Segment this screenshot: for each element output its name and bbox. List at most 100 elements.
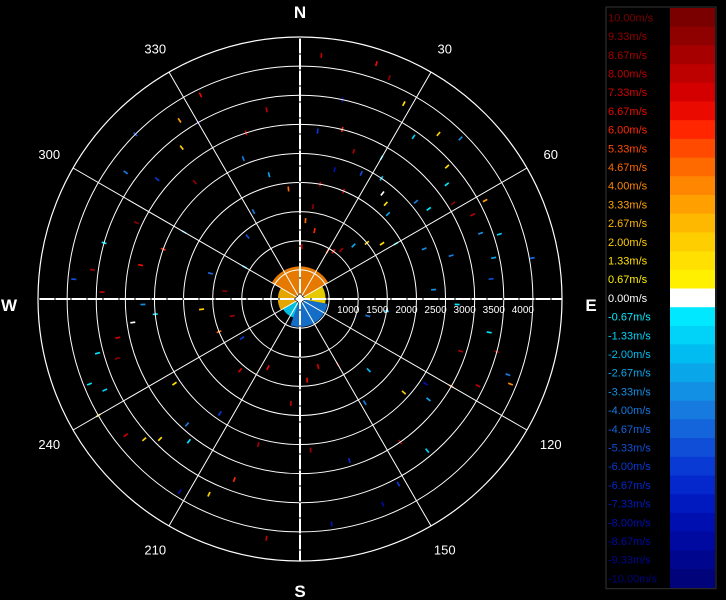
echo-bin-95 xyxy=(133,220,140,225)
legend-swatch-8 xyxy=(670,157,715,177)
bearing-label-60: 60 xyxy=(543,147,557,162)
spoke-120 xyxy=(299,298,528,431)
echo-bin-24 xyxy=(496,232,502,236)
echo-bin-116 xyxy=(245,234,250,240)
legend-swatch-30 xyxy=(670,569,715,588)
legend-label-5: 6.67m/s xyxy=(608,106,648,118)
echo-bin-82 xyxy=(86,382,93,386)
echo-bin-62 xyxy=(362,400,367,406)
echo-bin-104 xyxy=(198,92,203,98)
echo-bin-33 xyxy=(351,243,356,248)
echo-bin-71 xyxy=(207,491,211,497)
legend-label-14: 0.67m/s xyxy=(608,274,648,286)
bearing-label-30: 30 xyxy=(438,41,452,56)
legend-swatch-2 xyxy=(670,45,715,65)
spoke-210 xyxy=(168,298,301,527)
echo-bin-22 xyxy=(470,212,476,217)
echo-bin-49 xyxy=(457,349,464,353)
legend-label-23: -5.33m/s xyxy=(608,442,651,454)
range-label-4000: 4000 xyxy=(512,305,535,316)
range-label-2500: 2500 xyxy=(424,305,447,316)
spoke-60 xyxy=(299,167,528,300)
echo-bin-118 xyxy=(266,364,270,371)
echo-bin-54 xyxy=(401,390,407,395)
echo-bin-77 xyxy=(141,436,147,442)
echo-bin-53 xyxy=(425,397,431,402)
echo-bin-11 xyxy=(352,148,356,154)
legend-label-16: -0.67m/s xyxy=(608,312,651,324)
spoke-330 xyxy=(168,71,301,300)
range-label-1000: 1000 xyxy=(337,305,360,316)
legend-label-3: 8.00m/s xyxy=(608,68,648,80)
legend-swatch-1 xyxy=(670,26,715,46)
echo-bin-79 xyxy=(171,381,178,386)
echo-bin-81 xyxy=(102,388,108,392)
legend-label-8: 4.67m/s xyxy=(608,162,648,174)
legend-swatch-14 xyxy=(670,269,715,289)
cardinal-e: E xyxy=(585,296,596,315)
legend-label-25: -6.67m/s xyxy=(608,480,651,492)
legend-swatch-21 xyxy=(670,400,715,420)
legend-swatch-28 xyxy=(670,531,715,551)
echo-bin-119 xyxy=(237,367,243,373)
echo-bin-1 xyxy=(374,61,379,67)
legend-swatch-24 xyxy=(670,456,715,476)
legend-swatch-0 xyxy=(670,8,715,27)
echo-bin-75 xyxy=(184,422,190,427)
spoke-150 xyxy=(299,298,432,527)
echo-bin-78 xyxy=(123,433,129,438)
legend-label-18: -2.00m/s xyxy=(608,349,651,361)
legend-swatch-27 xyxy=(670,512,715,532)
echo-bin-120 xyxy=(239,335,245,341)
legend-label-20: -3.33m/s xyxy=(608,386,651,398)
echo-bin-6 xyxy=(458,136,463,141)
echo-bin-98 xyxy=(154,176,160,182)
legend-swatch-6 xyxy=(670,120,715,140)
range-label-3500: 3500 xyxy=(483,305,506,316)
echo-bin-48 xyxy=(507,382,514,386)
cardinal-s: S xyxy=(294,582,305,600)
legend-swatch-22 xyxy=(670,419,715,439)
echo-bin-70 xyxy=(232,476,236,483)
legend-label-27: -8.00m/s xyxy=(608,517,651,529)
cardinal-n: N xyxy=(294,3,306,22)
echo-bin-47 xyxy=(505,373,511,377)
radar-site-marker xyxy=(297,296,303,302)
legend-label-7: 5.33m/s xyxy=(608,143,648,155)
echo-bin-8 xyxy=(444,182,450,187)
echo-bin-34 xyxy=(338,247,344,253)
echo-bin-5 xyxy=(436,131,441,137)
legend-swatch-26 xyxy=(670,494,715,514)
bearing-label-300: 300 xyxy=(38,147,60,162)
bearing-label-240: 240 xyxy=(38,437,60,452)
legend-swatch-25 xyxy=(670,475,715,495)
spoke-300 xyxy=(72,167,301,300)
echo-bin-15 xyxy=(380,190,385,196)
bearing-label-120: 120 xyxy=(540,437,562,452)
echo-bin-83 xyxy=(114,356,120,360)
legend-label-15: 0.00m/s xyxy=(608,293,648,305)
echo-bin-20 xyxy=(450,201,456,206)
legend-swatch-5 xyxy=(670,101,715,121)
legend-swatch-3 xyxy=(670,64,715,84)
legend-label-6: 6.00m/s xyxy=(608,125,648,137)
legend-swatch-11 xyxy=(670,213,715,233)
spoke-240 xyxy=(72,298,301,431)
legend-swatch-15 xyxy=(670,288,715,308)
legend-label-22: -4.67m/s xyxy=(608,424,651,436)
echo-bin-2 xyxy=(387,75,392,81)
legend-swatch-10 xyxy=(670,195,715,214)
echo-bin-117 xyxy=(251,209,256,215)
legend-swatch-9 xyxy=(670,176,715,196)
legend-swatch-19 xyxy=(670,363,715,383)
echo-bin-21 xyxy=(482,198,488,203)
legend-swatch-29 xyxy=(670,550,715,570)
legend-swatch-23 xyxy=(670,438,715,458)
echo-bin-4 xyxy=(411,134,416,140)
legend-label-13: 1.33m/s xyxy=(608,255,648,267)
echo-bin-55 xyxy=(424,448,430,454)
echo-bin-73 xyxy=(217,410,222,416)
range-label-1500: 1500 xyxy=(366,305,389,316)
bearing-label-210: 210 xyxy=(144,543,166,558)
